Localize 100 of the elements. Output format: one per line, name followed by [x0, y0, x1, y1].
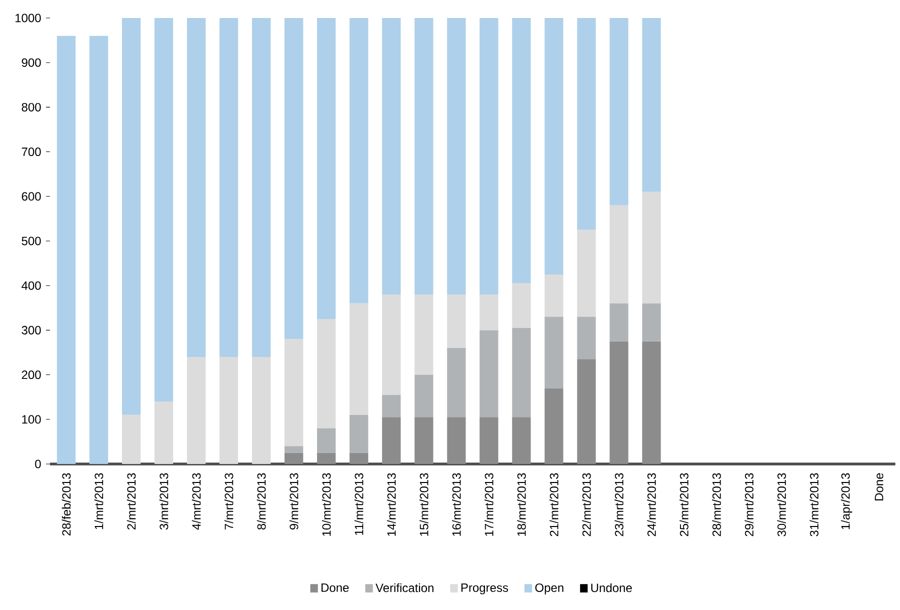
bar [610, 18, 628, 206]
bar [610, 303, 628, 342]
legend-label: Verification [376, 583, 434, 592]
bar [284, 18, 304, 340]
x-tick-label: 30/mrt/2013 [777, 473, 786, 536]
x-tick-label: 17/mrt/2013 [484, 473, 494, 536]
bar [252, 18, 271, 357]
bar [447, 348, 466, 418]
y-tick-label: 300 [22, 326, 41, 334]
bar [480, 330, 498, 418]
bar [122, 18, 141, 415]
bar [317, 452, 336, 464]
legend-label: Undone [591, 583, 632, 592]
y-tick-label: 0 [35, 460, 41, 468]
y-tick-label: 400 [22, 281, 41, 290]
bar [154, 18, 174, 402]
bar [544, 316, 564, 388]
bar [350, 303, 368, 415]
x-tick-label: 21/mrt/2013 [550, 473, 558, 536]
bar [577, 18, 596, 230]
bar [577, 359, 596, 464]
bar [122, 414, 141, 464]
bar [350, 414, 368, 453]
x-tick-label: 29/mrt/2013 [744, 473, 754, 536]
bar [480, 294, 498, 330]
x-tick-label: 9/mrt/2013 [289, 473, 298, 530]
bar [414, 18, 434, 295]
bar [414, 417, 434, 464]
bar [219, 18, 238, 357]
bar [642, 18, 661, 192]
bar [219, 356, 238, 464]
y-tick-label: 1000 [16, 14, 41, 22]
bar [382, 294, 401, 395]
bar [512, 283, 531, 328]
x-tick-label: 25/mrt/2013 [680, 473, 688, 536]
bar [284, 339, 304, 446]
bar [414, 294, 434, 375]
x-tick-label: 28/mrt/2013 [712, 473, 721, 536]
bar [350, 18, 368, 304]
bar [610, 341, 628, 464]
x-tick-label: 22/mrt/2013 [582, 473, 591, 536]
bar [642, 192, 661, 304]
bar [284, 446, 304, 453]
x-tick-label: 3/mrt/2013 [159, 473, 168, 530]
y-tick-label: 800 [22, 102, 41, 112]
bar [382, 394, 401, 418]
bar [317, 319, 336, 428]
y-tick-label: 100 [22, 415, 41, 424]
bar [447, 294, 466, 348]
bar [284, 452, 304, 464]
y-tick-label: 200 [22, 370, 41, 380]
bar [577, 316, 596, 360]
x-tick-label: 18/mrt/2013 [517, 473, 526, 536]
bar [610, 205, 628, 304]
x-tick-label: 2/mrt/2013 [126, 473, 136, 530]
x-tick-label: 24/mrt/2013 [647, 473, 656, 536]
bar [544, 274, 564, 317]
bar [414, 374, 434, 418]
x-tick-label: 28/feb/2013 [62, 473, 71, 536]
x-tick-label: 1/apr/2013 [840, 473, 852, 530]
x-tick-label: 16/mrt/2013 [452, 473, 461, 536]
x-tick-label: 23/mrt/2013 [614, 473, 624, 536]
x-tick-label: 10/mrt/2013 [322, 473, 331, 536]
x-tick-label: 8/mrt/2013 [256, 473, 266, 530]
legend-label: Progress [461, 584, 508, 594]
bar [382, 417, 401, 464]
bar [642, 341, 661, 464]
bar [154, 402, 174, 464]
bar [512, 18, 531, 284]
bar [350, 452, 368, 464]
y-tick-label: 600 [22, 192, 41, 201]
y-tick-label: 900 [22, 58, 41, 67]
bar [186, 18, 206, 357]
bar [382, 18, 401, 295]
bar [252, 356, 271, 464]
x-tick-label: 14/mrt/2013 [386, 473, 396, 536]
x-tick-label: 1/mrt/2013 [94, 473, 104, 530]
x-tick-label: 7/mrt/2013 [224, 473, 234, 530]
bar [512, 417, 531, 464]
bar [512, 328, 531, 418]
x-tick-label: 15/mrt/2013 [419, 473, 428, 536]
bar [480, 18, 498, 295]
bar [89, 36, 108, 464]
bar [317, 428, 336, 453]
y-tick-label: 700 [22, 148, 41, 156]
bar [56, 36, 76, 464]
bar [447, 18, 466, 295]
bar [447, 417, 466, 464]
legend-label: Open [535, 583, 564, 594]
y-tick-label: 500 [22, 236, 41, 246]
bar [642, 303, 661, 342]
bar [544, 388, 564, 464]
bar [544, 18, 564, 274]
legend-label: Done [322, 584, 349, 592]
x-tick-label: 4/mrt/2013 [192, 473, 201, 530]
bar [480, 417, 498, 464]
bar [317, 18, 336, 320]
x-tick-label: 31/mrt/2013 [810, 473, 818, 536]
x-tick-label: Done [874, 473, 884, 500]
x-tick-label: 11/mrt/2013 [354, 473, 364, 535]
